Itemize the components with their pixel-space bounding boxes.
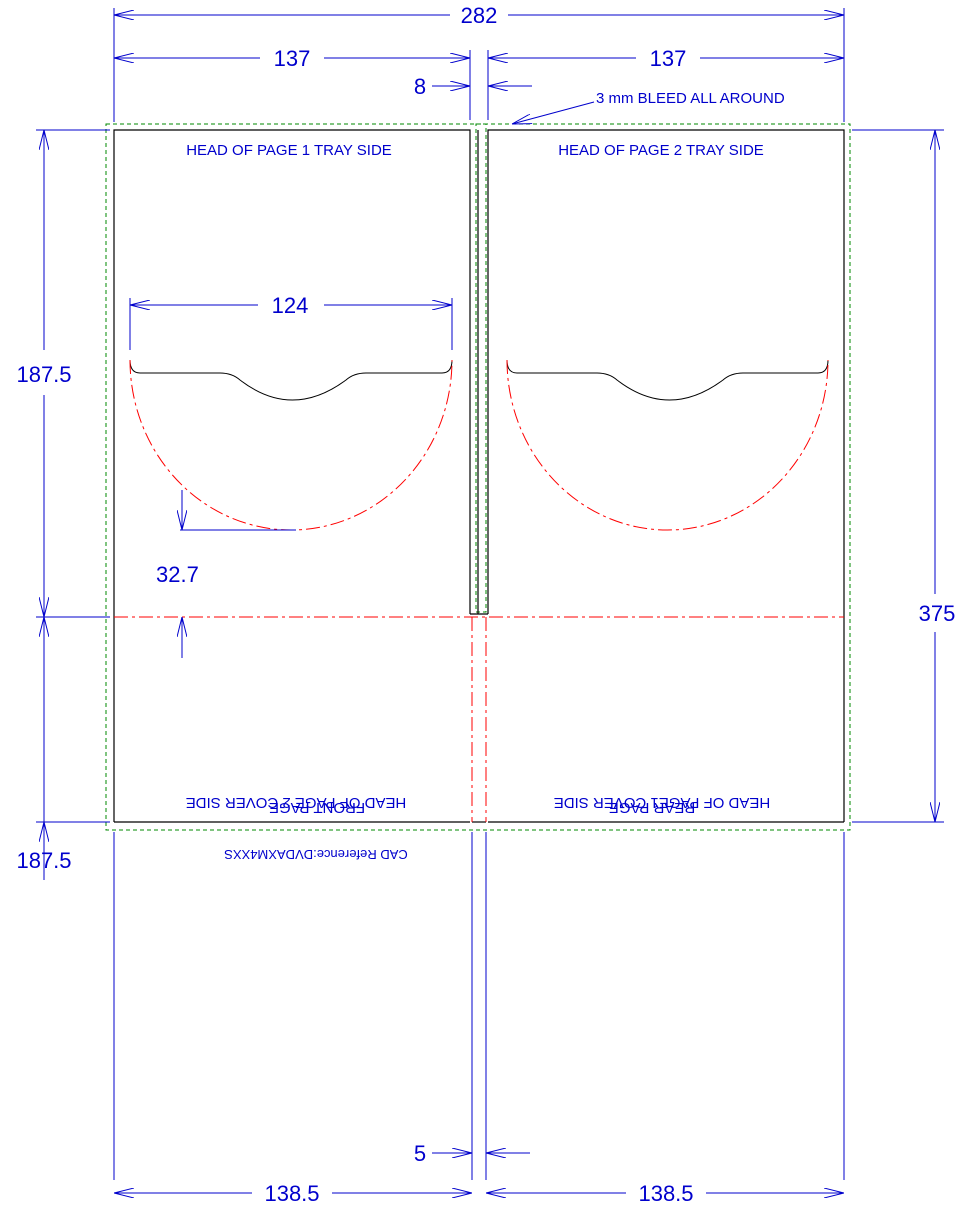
- dim-spine-gap: 8: [414, 74, 532, 99]
- bottom-height-value: 187.5: [16, 848, 71, 873]
- hub-offset-value: 32.7: [156, 562, 199, 587]
- left-panel-width-value: 137: [274, 46, 311, 71]
- dim-disc-width: 124: [129, 293, 453, 350]
- overall-width-value: 282: [461, 3, 498, 28]
- front-page-label: FRONT PAGE: [269, 799, 365, 816]
- bleed-note: 3 mm BLEED ALL AROUND: [512, 90, 785, 124]
- head-page2-cover-label: HEAD OF PAGE 2 COVER SIDE: [186, 794, 407, 811]
- right-panel-width-value: 137: [650, 46, 687, 71]
- dim-hub-offset: 32.7: [156, 490, 296, 658]
- dim-overall-height: 375: [852, 129, 956, 823]
- head-page1-tray-label: HEAD OF PAGE 1 TRAY SIDE: [186, 142, 392, 159]
- bottom-right-width-value: 138.5: [638, 1181, 693, 1206]
- dim-right-panel-width: 137: [487, 46, 844, 120]
- cad-reference-label: CAD Reference:DVDAXM4XXS: [224, 847, 408, 862]
- fold-lines: [114, 616, 844, 822]
- head-page1-cover-label: HEAD OF PAGE1 COVER SIDE: [554, 794, 770, 811]
- spine-gap-value: 8: [414, 74, 426, 99]
- overall-height-value: 375: [919, 601, 956, 626]
- bottom-gap-value: 5: [414, 1141, 426, 1166]
- dim-bottom-gap: 5: [414, 832, 530, 1180]
- trim-lines: [113, 129, 845, 823]
- head-page2-tray-label: HEAD OF PAGE 2 TRAY SIDE: [558, 142, 764, 159]
- bleed-note-text: 3 mm BLEED ALL AROUND: [596, 90, 785, 107]
- bottom-left-width-value: 138.5: [264, 1181, 319, 1206]
- dim-left-heights: 187.5 187.5: [16, 129, 110, 880]
- disc-holder-left: [129, 359, 453, 531]
- disc-holder-right: [506, 359, 829, 531]
- rear-page-label: REAR PAGE: [609, 799, 695, 816]
- dim-bottom-widths: 138.5 138.5: [113, 832, 845, 1206]
- dim-overall-width: 282: [113, 3, 845, 122]
- bleed-outline: [105, 123, 851, 831]
- disc-width-value: 124: [272, 293, 309, 318]
- dim-left-panel-width: 137: [114, 46, 471, 120]
- top-height-value: 187.5: [16, 362, 71, 387]
